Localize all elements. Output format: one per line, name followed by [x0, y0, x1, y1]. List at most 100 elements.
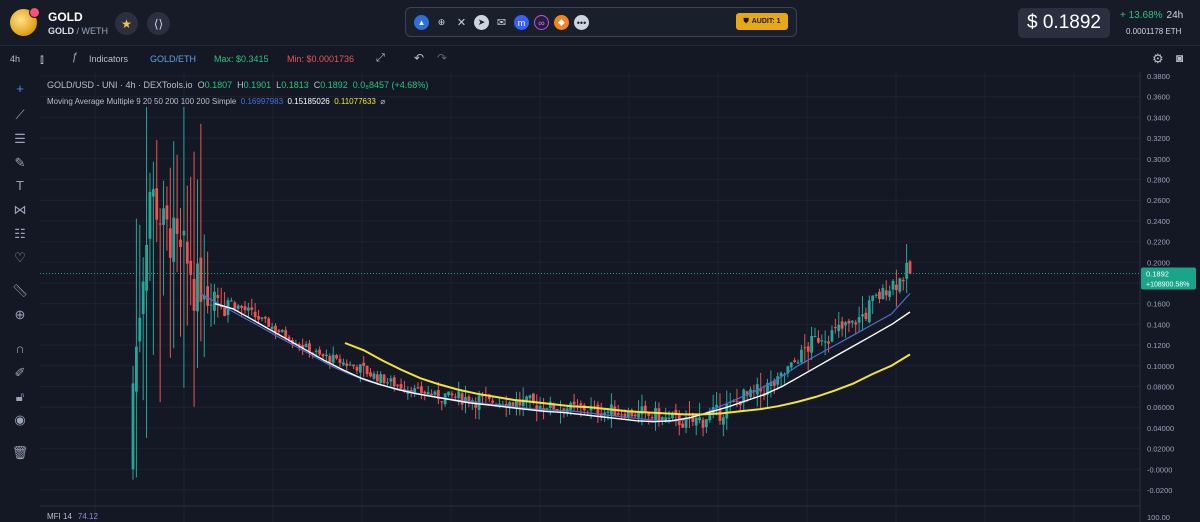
telegram-icon[interactable]: ➤ — [474, 15, 489, 30]
candle-body — [806, 346, 810, 352]
candle-body — [518, 399, 522, 406]
ohlc-c-label: C — [313, 80, 321, 90]
candle-body — [816, 337, 820, 343]
candle-body — [654, 408, 657, 423]
ohlc-high: 0.1901 — [243, 80, 272, 90]
trash-icon[interactable]: 🗑︎ — [11, 445, 29, 460]
candle-body — [535, 405, 539, 411]
coin-icon[interactable]: ∞ — [534, 15, 549, 30]
ma-mid-line — [214, 303, 911, 423]
ohlc-l-label: L — [276, 80, 282, 90]
token-name: GOLD — [48, 10, 83, 24]
candle-body — [246, 307, 250, 311]
fib-icon[interactable]: ☰ — [14, 131, 26, 146]
candle-type-icon[interactable]: ⫾ — [40, 52, 44, 66]
mfi-label: MFI 14 — [47, 512, 72, 521]
candle-body — [603, 412, 607, 416]
candle-body — [901, 279, 905, 282]
lock-draw-icon[interactable]: ✐ — [14, 365, 26, 380]
candle-body — [735, 400, 739, 402]
candle-body — [165, 205, 169, 220]
ohlc-change: 0.0₈8457 (+4.68%) — [352, 80, 429, 90]
more-icon[interactable]: ••• — [574, 15, 589, 30]
lock-icon[interactable]: 🔓︎ — [15, 389, 25, 404]
hide-icon[interactable]: ⌀ — [380, 97, 386, 106]
pair-toggle[interactable]: GOLD/ETH — [150, 54, 197, 64]
candle-body — [664, 417, 668, 421]
candle-body — [650, 417, 654, 419]
share-icon[interactable]: ⟨⟩ — [147, 12, 170, 35]
x-icon[interactable]: ✕ — [456, 17, 467, 29]
eth-price: 0.0001178 ETH — [1126, 27, 1182, 36]
candle-body — [708, 414, 712, 421]
candle-body — [277, 330, 281, 333]
candle-body — [433, 391, 437, 395]
pattern-icon[interactable]: ⋈ — [13, 202, 27, 217]
indicators-button[interactable]: Indicators — [89, 54, 129, 64]
candle-body — [436, 390, 440, 400]
eye-icon[interactable]: ◉ — [14, 412, 26, 427]
function-icon[interactable]: ƒ — [72, 51, 79, 63]
candle-body — [426, 392, 430, 395]
redo-icon[interactable]: ↷ — [437, 51, 448, 65]
zoom-in-icon[interactable]: ⊕ — [14, 307, 26, 322]
ruler-icon[interactable]: 📏︎ — [11, 283, 29, 298]
candle-body — [318, 349, 322, 355]
token-logo — [10, 7, 40, 36]
trendline-icon[interactable]: ⟋ — [15, 107, 25, 122]
candle-body — [131, 383, 135, 470]
y-tick-label: 0.04000 — [1147, 424, 1174, 433]
candle-body — [643, 405, 647, 413]
candle-body — [596, 404, 600, 415]
candle-body — [192, 278, 196, 311]
candle-body — [766, 382, 769, 395]
candle-body — [287, 336, 291, 340]
chart-icon[interactable]: ▴ — [414, 15, 429, 30]
candle-body — [528, 395, 532, 399]
y-tick-label: 0.2200 — [1147, 238, 1170, 247]
candle-body — [399, 384, 403, 389]
crosshair-icon[interactable]: + — [16, 81, 24, 96]
globe-icon[interactable]: ⊕ — [437, 17, 446, 27]
heart-icon[interactable]: ♡ — [14, 250, 26, 265]
candle-body — [715, 404, 718, 408]
forecast-icon[interactable]: ☷ — [14, 226, 26, 241]
brush-icon[interactable]: ✎ — [14, 155, 26, 170]
y-tick-label: 0.2600 — [1147, 196, 1170, 205]
candle-body — [280, 329, 284, 332]
pair-quote: / WETH — [76, 26, 109, 36]
candle-body — [769, 381, 773, 386]
candle-body — [555, 408, 559, 411]
camera-icon[interactable]: ◙ — [1176, 51, 1184, 65]
magnet-icon[interactable]: ∩ — [15, 341, 25, 356]
coinmarketcap-icon[interactable]: m — [514, 15, 529, 30]
candle-body — [145, 244, 148, 291]
fullscreen-icon[interactable]: ⤢ — [376, 52, 385, 64]
candle-body — [223, 307, 227, 317]
undo-icon[interactable]: ↶ — [414, 51, 425, 65]
candle-body — [209, 304, 213, 306]
candle-body — [308, 343, 311, 353]
chain-badge-icon — [29, 7, 40, 18]
candle-body — [470, 400, 474, 403]
candle-body — [355, 366, 359, 371]
settings-gear-icon[interactable]: ⚙ — [1152, 51, 1164, 66]
ma-value-mid: 0.15185026 — [287, 97, 330, 106]
y-tick-label: 0.2000 — [1147, 258, 1170, 267]
candle-body — [732, 400, 735, 402]
y-tick-label: -0.0000 — [1147, 465, 1172, 474]
chart-toolbar: 4h ⫾ ƒ Indicators GOLD/ETH Max: $0.3415 … — [0, 48, 1200, 70]
timeframe-selector[interactable]: 4h — [10, 54, 21, 64]
email-icon[interactable]: ✉ — [496, 17, 507, 29]
candle-body — [698, 417, 702, 420]
candle-body — [379, 374, 383, 384]
text-icon[interactable]: T — [16, 178, 24, 193]
favorite-star-icon[interactable]: ★ — [115, 12, 138, 35]
audit-badge[interactable]: ⛊ AUDIT: 1 — [736, 13, 788, 30]
metamask-icon[interactable]: ◆ — [554, 15, 569, 30]
y-tick-label: 0.2400 — [1147, 217, 1170, 226]
candle-body — [647, 413, 651, 416]
candle-body — [667, 417, 671, 420]
candle-body — [196, 263, 199, 312]
